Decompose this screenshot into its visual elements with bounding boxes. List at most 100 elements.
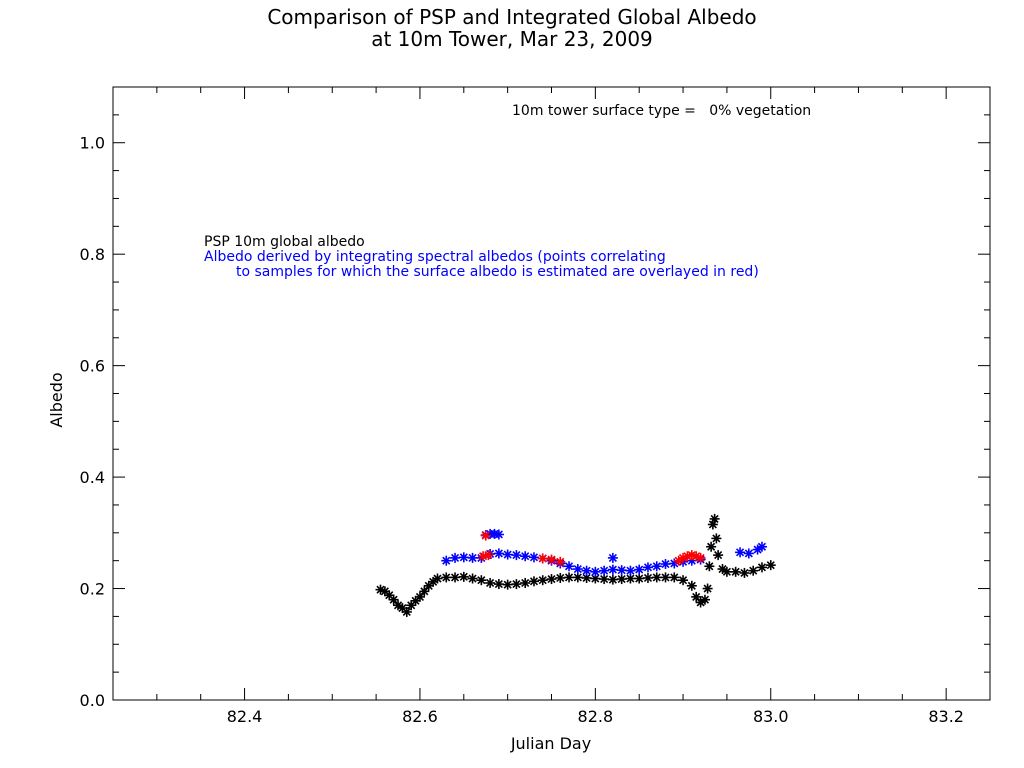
- integrated-point: [616, 565, 627, 576]
- psp-point: [572, 572, 583, 583]
- psp-point: [765, 560, 776, 571]
- psp-point: [669, 572, 680, 583]
- integrated-point: [590, 566, 601, 577]
- integrated-point: [634, 564, 645, 575]
- integrated-point: [581, 565, 592, 576]
- estimated-point: [537, 553, 548, 564]
- psp-point: [520, 577, 531, 588]
- integrated-point: [450, 552, 461, 563]
- integrated-point: [572, 564, 583, 575]
- psp-point: [537, 575, 548, 586]
- x-axis-label: Julian Day: [510, 734, 591, 753]
- psp-point: [634, 573, 645, 584]
- x-tick-label: 83.0: [753, 707, 789, 726]
- estimated-point: [546, 554, 557, 565]
- y-tick-label: 0.0: [80, 691, 105, 710]
- psp-point: [564, 572, 575, 583]
- psp-point: [493, 579, 504, 590]
- integrated-point: [599, 565, 610, 576]
- psp-point: [699, 594, 710, 605]
- integrated-point: [660, 559, 671, 570]
- psp-point: [458, 571, 469, 582]
- chart-title-line2: at 10m Tower, Mar 23, 2009: [371, 27, 653, 51]
- psp-point: [502, 579, 513, 590]
- integrated-point: [625, 565, 636, 576]
- integrated-point: [743, 548, 754, 559]
- psp-point: [476, 575, 487, 586]
- x-tick-label: 82.4: [227, 707, 263, 726]
- integrated-point: [651, 561, 662, 572]
- chart-title-line1: Comparison of PSP and Integrated Global …: [267, 5, 756, 29]
- psp-point: [419, 586, 430, 597]
- psp-point: [756, 562, 767, 573]
- psp-point: [607, 574, 618, 585]
- psp-point: [704, 561, 715, 572]
- y-tick-label: 0.6: [80, 357, 105, 376]
- y-axis-label: Albedo: [47, 372, 66, 427]
- data-points: [375, 513, 776, 617]
- integrated-point: [735, 547, 746, 558]
- psp-point: [485, 577, 496, 588]
- integrated-point: [511, 550, 522, 561]
- integrated-point: [493, 529, 504, 540]
- psp-point: [450, 572, 461, 583]
- integrated-point: [607, 564, 618, 575]
- legend-integrated-line2: to samples for which the surface albedo …: [236, 264, 759, 280]
- psp-point: [730, 566, 741, 577]
- integrated-point: [467, 552, 478, 563]
- psp-point: [432, 573, 443, 584]
- y-tick-label: 1.0: [80, 134, 105, 153]
- x-tick-label: 82.8: [578, 707, 614, 726]
- psp-point: [748, 565, 759, 576]
- integrated-point: [564, 561, 575, 572]
- x-tick-label: 83.2: [928, 707, 964, 726]
- psp-point: [651, 572, 662, 583]
- psp-point: [388, 594, 399, 605]
- integrated-point: [528, 552, 539, 563]
- psp-point: [441, 572, 452, 583]
- psp-point: [721, 566, 732, 577]
- y-tick-label: 0.2: [80, 580, 105, 599]
- psp-point: [706, 541, 717, 552]
- psp-point: [702, 583, 713, 594]
- integrated-point: [752, 544, 763, 555]
- integrated-point: [502, 549, 513, 560]
- psp-point: [467, 573, 478, 584]
- psp-point: [642, 572, 653, 583]
- psp-point: [711, 533, 722, 544]
- legend-psp: PSP 10m global albedo: [204, 234, 365, 250]
- axis-ticks: [112, 86, 991, 701]
- psp-point: [528, 576, 539, 587]
- psp-point: [401, 606, 412, 617]
- integrated-point: [642, 562, 653, 573]
- x-tick-label: 82.6: [402, 707, 438, 726]
- psp-point: [678, 575, 689, 586]
- surface-type-annotation: 10m tower surface type = 0% vegetation: [512, 103, 811, 119]
- estimated-point: [480, 530, 491, 541]
- integrated-point: [441, 555, 452, 566]
- estimated-point: [695, 552, 706, 563]
- psp-point: [660, 572, 671, 583]
- integrated-point: [756, 541, 767, 552]
- integrated-point: [607, 552, 618, 563]
- psp-point: [511, 579, 522, 590]
- psp-point: [616, 574, 627, 585]
- psp-point: [555, 572, 566, 583]
- integrated-point: [458, 552, 469, 563]
- psp-point: [599, 574, 610, 585]
- psp-point: [739, 567, 750, 578]
- psp-point: [709, 513, 720, 524]
- integrated-point: [520, 551, 531, 562]
- psp-point: [691, 591, 702, 602]
- estimated-point: [483, 550, 494, 561]
- plot-frame: [112, 86, 991, 701]
- psp-point: [414, 591, 425, 602]
- y-tick-label: 0.8: [80, 245, 105, 264]
- integrated-point: [493, 548, 504, 559]
- psp-point: [713, 550, 724, 561]
- legend-integrated-line1: Albedo derived by integrating spectral a…: [204, 249, 666, 265]
- axis-tick-labels: 82.4 82.6 82.8 83.0 83.2 0.0 0.2 0.4 0.6 0.8 1.0: [80, 134, 964, 726]
- estimated-point: [555, 556, 566, 567]
- psp-point: [686, 580, 697, 591]
